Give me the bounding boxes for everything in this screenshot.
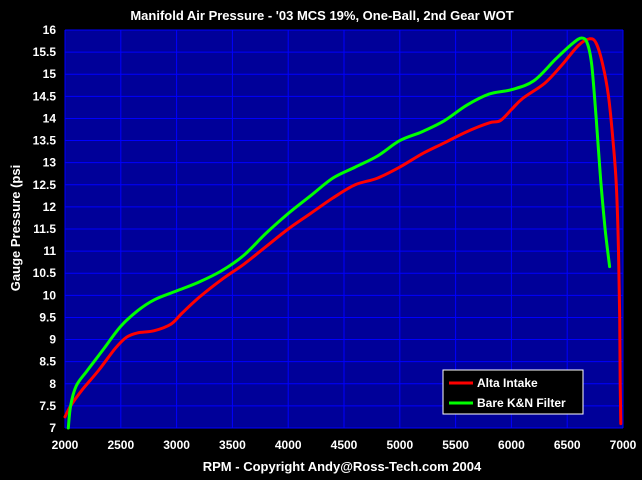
x-tick-label: 5000 [386, 438, 413, 452]
y-tick-label: 13 [43, 156, 57, 170]
y-tick-label: 11.5 [33, 222, 56, 236]
y-tick-labels: 7 7.5 8 8.5 9 9.5 10 10.5 11 11.5 12 12.5 13 13.5 14 14… [33, 23, 57, 435]
y-tick-label: 8.5 [39, 355, 56, 369]
y-tick-label: 11 [43, 244, 56, 258]
x-tick-label: 3500 [219, 438, 246, 452]
series-lines [63, 36, 623, 430]
chart-title: Manifold Air Pressure - '03 MCS 19%, One… [130, 8, 513, 23]
y-tick-label: 15 [43, 67, 57, 81]
y-tick-label: 7 [49, 421, 56, 435]
x-tick-labels: 2000 2500 3000 3500 4000 4500 5000 5500 6000 6500… [52, 438, 637, 452]
legend: Alta Intake Bare K&N Filter [442, 369, 584, 415]
y-tick-label: 9.5 [39, 310, 56, 324]
x-tick-label: 2500 [107, 438, 134, 452]
x-tick-label: 3000 [163, 438, 190, 452]
y-tick-label: 8 [49, 377, 56, 391]
series-line-1 [63, 37, 623, 426]
y-tick-label: 7.5 [39, 399, 56, 413]
y-tick-label: 14.5 [33, 89, 57, 103]
x-tick-label: 5500 [442, 438, 469, 452]
y-tick-label: 10.5 [33, 266, 57, 280]
y-tick-label: 15.5 [33, 45, 57, 59]
y-tick-label: 16 [43, 23, 57, 37]
y-tick-label: 9 [49, 333, 56, 347]
y-tick-label: 10 [43, 288, 57, 302]
x-tick-label: 6000 [498, 438, 525, 452]
legend-box [442, 369, 584, 415]
x-tick-label: 4000 [275, 438, 302, 452]
series-line-2 [66, 36, 612, 430]
x-axis-label: RPM - Copyright Andy@Ross-Tech.com 2004 [203, 459, 482, 474]
x-tick-label: 7000 [610, 438, 637, 452]
gridlines [64, 29, 624, 429]
y-tick-label: 14 [43, 111, 57, 125]
y-tick-label: 13.5 [33, 134, 57, 148]
legend-label: Bare K&N Filter [477, 396, 566, 410]
legend-label: Alta Intake [477, 376, 538, 390]
y-tick-label: 12 [43, 200, 57, 214]
y-axis-label: Gauge Pressure (psi [8, 165, 23, 291]
x-tick-label: 6500 [554, 438, 581, 452]
x-tick-label: 4500 [331, 438, 358, 452]
x-tick-label: 2000 [52, 438, 79, 452]
y-tick-label: 12.5 [33, 178, 57, 192]
